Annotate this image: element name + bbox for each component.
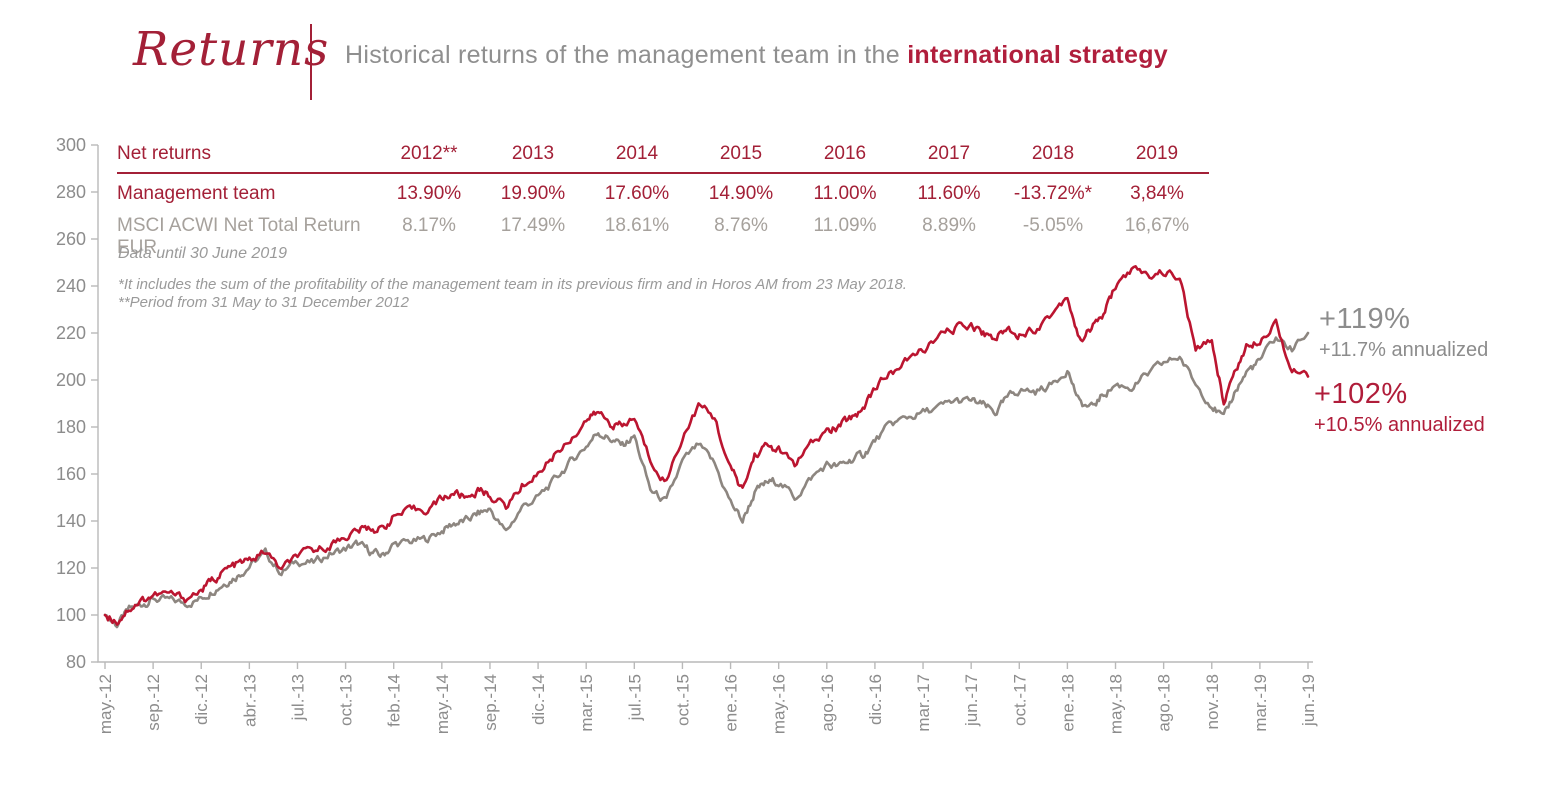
- x-tick-label: mar.-15: [577, 674, 596, 732]
- return-value-cell: 11.09%: [813, 215, 877, 236]
- table-row-management-team: Management team 13.90% 19.90% 17.60% 14.90%…: [117, 183, 1209, 205]
- year-header-cell: 2016: [823, 143, 867, 164]
- return-value-cell: 11.00%: [813, 183, 877, 204]
- axis-lines: [97, 145, 1313, 663]
- x-tick-label: oct.-15: [673, 674, 692, 726]
- row-label: Management team: [117, 183, 276, 204]
- row-values: 8.17% 17.49% 18.61% 8.76% 11.09% 8.89% -5.05% 1…: [377, 215, 1209, 237]
- x-tick-label: may.-14: [433, 674, 452, 734]
- year-header-cell: 2015: [719, 143, 763, 164]
- table-header-rule: [117, 172, 1209, 174]
- year-header-cell: 2017: [927, 143, 971, 164]
- x-tick-label: feb.-14: [385, 674, 404, 727]
- x-tick-label: sep.-14: [481, 674, 500, 731]
- x-tick-label: jun.-17: [962, 674, 981, 727]
- row-values: 13.90% 19.90% 17.60% 14.90% 11.00% 11.60% -13.…: [377, 183, 1209, 205]
- year-header-cell: 2018: [1031, 143, 1075, 164]
- y-tick-label: 260: [56, 229, 86, 249]
- series-line-management-team: [103, 264, 1310, 626]
- return-value-cell: -13.72%*: [1013, 183, 1093, 204]
- subtitle-text: Historical returns of the management tea…: [345, 41, 908, 69]
- note-data-until: Data until 30 June 2019: [118, 245, 288, 262]
- x-tick-label: jul.-15: [625, 674, 644, 721]
- x-tick-label: may.-16: [770, 674, 789, 734]
- annotation-msci-total: +119%: [1319, 303, 1411, 335]
- y-tick-label: 200: [56, 370, 86, 390]
- x-tick-label: may.-12: [96, 674, 115, 734]
- x-tick-label: oct.-17: [1010, 674, 1029, 726]
- annotation-team-annualized: +10.5% annualized: [1314, 414, 1485, 437]
- return-value-cell: 18.61%: [604, 215, 670, 236]
- y-tick-label: 100: [56, 605, 86, 625]
- return-value-cell: 3,84%: [1130, 183, 1184, 204]
- row-label: MSCI ACWI Net Total Return EUR: [117, 215, 361, 258]
- y-tick-label: 80: [66, 652, 86, 672]
- return-value-cell: 8.17%: [402, 215, 456, 236]
- annotation-msci-return: +119% +11.7% annualized: [1319, 303, 1488, 362]
- annotation-msci-annualized: +11.7% annualized: [1319, 339, 1489, 362]
- year-header-cell: 2019: [1135, 143, 1179, 164]
- return-value-cell: 16,67%: [1124, 215, 1190, 236]
- x-tick-label: mar.-17: [914, 674, 933, 732]
- x-tick-label: nov.-18: [1203, 674, 1222, 729]
- page-subtitle: Historical returns of the management tea…: [345, 41, 1168, 70]
- x-tick-label: sep.-12: [144, 674, 163, 731]
- x-tick-label: ago.-18: [1155, 674, 1174, 732]
- y-tick-label: 300: [56, 135, 86, 155]
- x-tick-label: mar.-19: [1251, 674, 1270, 732]
- x-tick-label: dic.-16: [866, 674, 885, 725]
- y-tick-label: 180: [56, 417, 86, 437]
- return-value-cell: -5.05%: [1022, 215, 1084, 236]
- series-line-msci-acwi-net-total-return-eur: [103, 331, 1310, 629]
- x-tick-label: jun.-19: [1299, 674, 1318, 727]
- x-tick-label: dic.-12: [192, 674, 211, 725]
- return-value-cell: 19.90%: [500, 183, 566, 204]
- year-header-cell: 2014: [615, 143, 659, 164]
- x-tick-label: jul.-13: [288, 674, 307, 721]
- return-value-cell: 14.90%: [708, 183, 774, 204]
- return-value-cell: 11.60%: [917, 183, 981, 204]
- return-value-cell: 17.60%: [604, 183, 670, 204]
- return-value-cell: 13.90%: [396, 183, 462, 204]
- x-tick-label: dic.-14: [529, 674, 548, 725]
- table-row-msci-acwi: MSCI ACWI Net Total Return EUR 8.17% 17.4…: [117, 215, 1209, 259]
- x-tick-label: ago.-16: [818, 674, 837, 732]
- year-header-cell: 2012**: [400, 143, 458, 164]
- y-tick-label: 280: [56, 182, 86, 202]
- footnote-2: **Period from 31 May to 31 December 2012: [118, 294, 409, 311]
- footnote-1: *It includes the sum of the profitabilit…: [118, 276, 907, 293]
- returns-table: Net returns 2012** 2013 2014 2015 2016 2017 20…: [117, 143, 1209, 259]
- y-tick-label: 240: [56, 276, 86, 296]
- x-tick-label: oct.-13: [337, 674, 356, 726]
- y-tick-label: 160: [56, 464, 86, 484]
- x-tick-label: abr.-13: [240, 674, 259, 727]
- table-year-headers: 2012** 2013 2014 2015 2016 2017 2018 2019: [377, 143, 1209, 165]
- title-divider: [310, 24, 312, 100]
- annotation-team-total: +102%: [1314, 378, 1408, 410]
- x-tick-label: ene.-16: [722, 674, 741, 732]
- table-header-row: Net returns 2012** 2013 2014 2015 2016 2017 20…: [117, 143, 1209, 165]
- page-title: Returns: [133, 22, 330, 77]
- year-header-cell: 2013: [511, 143, 555, 164]
- y-tick-label: 140: [56, 511, 86, 531]
- x-tick-label: ene.-18: [1058, 674, 1077, 732]
- x-tick-label: may.-18: [1107, 674, 1126, 734]
- y-tick-label: 120: [56, 558, 86, 578]
- return-value-cell: 8.89%: [922, 215, 976, 236]
- annotation-team-return: +102% +10.5% annualized: [1314, 378, 1485, 437]
- table-header-label: Net returns: [117, 143, 211, 164]
- return-value-cell: 17.49%: [500, 215, 566, 236]
- y-tick-label: 220: [56, 323, 86, 343]
- subtitle-accent: international strategy: [907, 41, 1169, 69]
- return-value-cell: 8.76%: [714, 215, 768, 236]
